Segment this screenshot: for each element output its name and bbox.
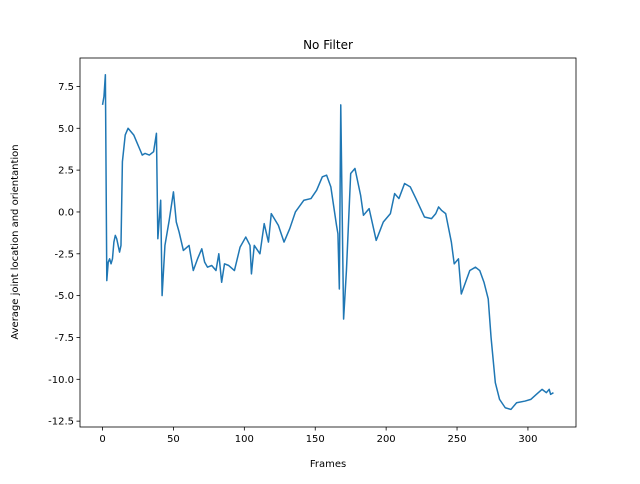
y-tick-label: -2.5 — [54, 249, 74, 260]
y-tick-label: 7.5 — [58, 82, 74, 93]
x-tick-label: 150 — [306, 434, 325, 445]
y-tick-label: -10.0 — [48, 375, 74, 386]
y-tick-label: 0.0 — [58, 207, 74, 218]
plot-frame — [79, 57, 577, 428]
x-tick-label: 0 — [99, 434, 105, 445]
data-line — [101, 73, 554, 411]
x-tick-label: 100 — [235, 434, 254, 445]
x-tick-label: 50 — [167, 434, 180, 445]
x-tick-label: 250 — [447, 434, 466, 445]
chart-title: No Filter — [303, 38, 353, 52]
y-tick-label: 2.5 — [58, 166, 74, 177]
y-tick-label: -7.5 — [54, 333, 74, 344]
x-axis-label: Frames — [310, 459, 346, 470]
x-tick-label: 300 — [518, 434, 537, 445]
x-tick-label: 200 — [377, 434, 396, 445]
y-tick-label: -5.0 — [54, 291, 74, 302]
y-tick-label: -12.5 — [48, 417, 74, 428]
y-axis-label: Average joint location and orientantion — [10, 144, 21, 339]
y-tick-label: 5.0 — [58, 124, 74, 135]
